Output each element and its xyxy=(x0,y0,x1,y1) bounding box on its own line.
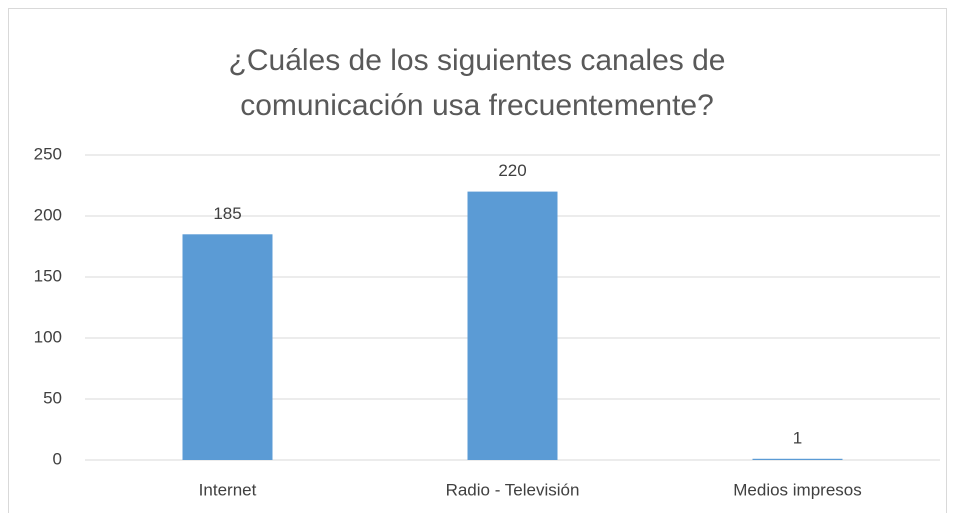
bar xyxy=(182,234,273,460)
y-tick-label: 250 xyxy=(34,144,62,163)
chart-title: ¿Cuáles de los siguientes canales de com… xyxy=(228,44,726,122)
bar xyxy=(467,191,558,460)
data-label: 220 xyxy=(498,161,526,180)
y-tick-label: 100 xyxy=(34,327,62,346)
chart-border xyxy=(8,8,947,513)
x-tick-label: Medios impresos xyxy=(733,480,862,499)
y-tick-label: 150 xyxy=(34,266,62,285)
y-tick-label: 50 xyxy=(43,388,62,407)
x-tick-label: Radio - Televisión xyxy=(446,480,580,499)
bar xyxy=(752,458,843,460)
data-label: 185 xyxy=(213,204,241,223)
y-tick-label: 200 xyxy=(34,205,62,224)
x-tick-label: Internet xyxy=(199,480,257,499)
data-label: 1 xyxy=(793,428,802,447)
y-tick-label: 0 xyxy=(53,449,62,468)
